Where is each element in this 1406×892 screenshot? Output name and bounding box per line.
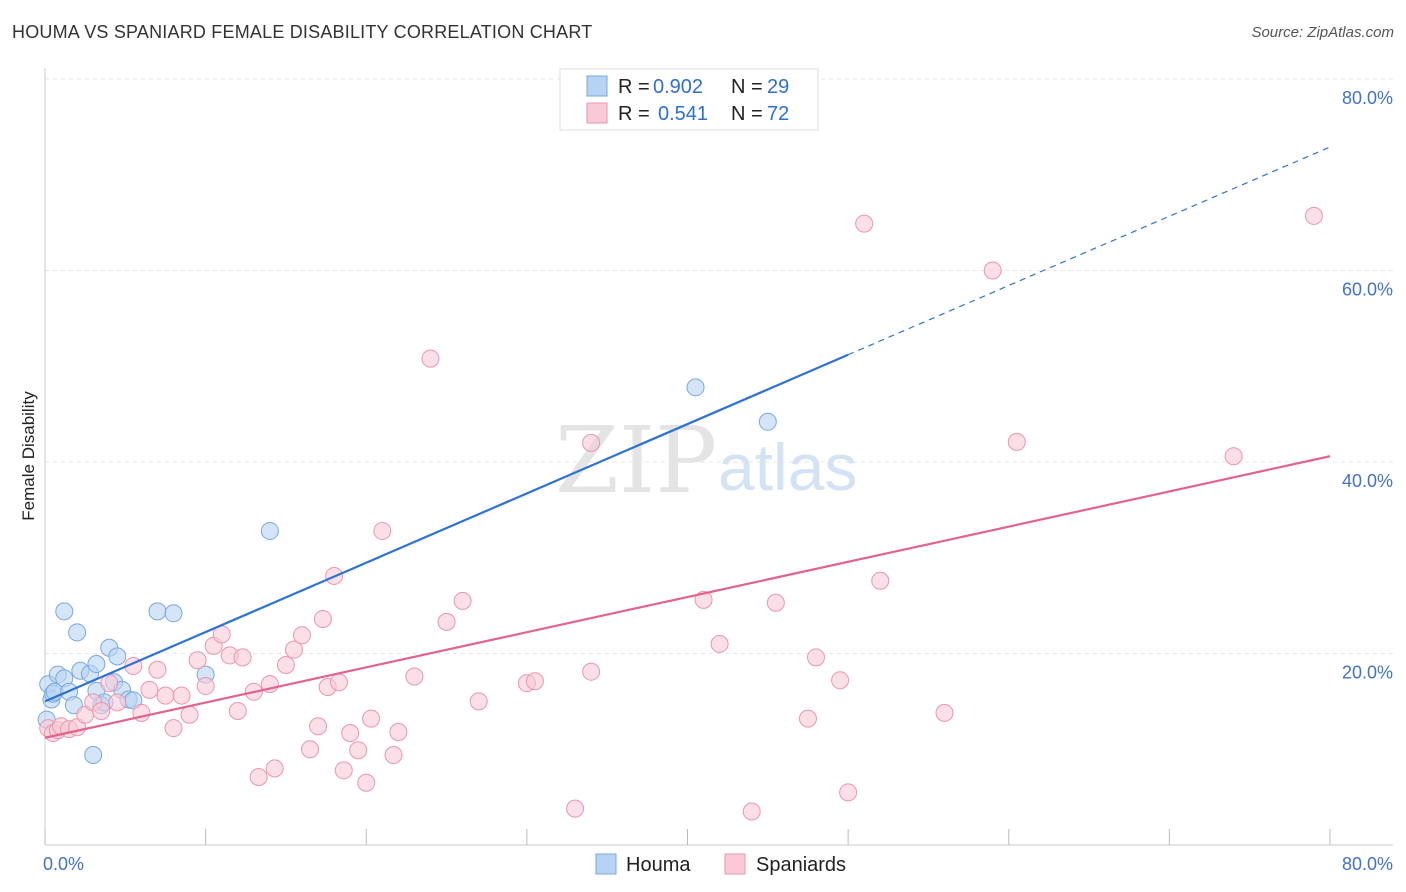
legend-bottom-swatch-spaniards — [724, 853, 746, 875]
x-tick-label-0: 0.0% — [43, 854, 84, 874]
point-spaniards-18 — [180, 705, 199, 724]
y-tick-label-40: 40.0% — [1342, 471, 1393, 491]
legend-r-value-houma: 0.902 — [653, 76, 703, 98]
point-spaniards-58 — [710, 634, 729, 653]
legend-n-label-spaniards: N = — [731, 103, 763, 125]
point-houma-19 — [108, 647, 127, 666]
point-spaniards-53 — [525, 672, 544, 691]
y-tick-label-20: 20.0% — [1342, 663, 1393, 683]
y-tick-label-60: 60.0% — [1342, 280, 1393, 300]
legend-bottom-label-spaniards: Spaniards — [756, 854, 846, 876]
point-spaniards-56 — [582, 662, 601, 681]
point-spaniards-27 — [249, 768, 268, 787]
chart-title: HOUMA VS SPANIARD FEMALE DISABILITY CORR… — [12, 22, 593, 42]
legend-r-label-houma: R = — [618, 76, 650, 98]
x-tick-label-80: 80.0% — [1342, 854, 1393, 874]
point-spaniards-54 — [566, 799, 585, 818]
point-spaniards-24 — [228, 701, 247, 720]
point-spaniards-8 — [92, 701, 111, 720]
point-spaniards-31 — [284, 640, 303, 659]
point-houma-26 — [260, 521, 279, 540]
point-spaniards-48 — [421, 349, 440, 368]
point-spaniards-70 — [1224, 447, 1243, 466]
point-houma-9 — [68, 623, 87, 642]
point-spaniards-25 — [233, 648, 252, 667]
legend-bottom-swatch-houma — [595, 853, 617, 875]
point-spaniards-47 — [405, 667, 424, 686]
point-houma-12 — [84, 745, 103, 764]
point-spaniards-62 — [807, 648, 825, 667]
point-houma-29 — [55, 602, 74, 621]
point-spaniards-57 — [694, 590, 713, 609]
trendline-houma — [44, 353, 849, 703]
point-spaniards-30 — [276, 655, 295, 674]
point-houma-27 — [686, 378, 705, 397]
point-spaniards-14 — [148, 660, 167, 679]
trendline-extension-houma — [847, 146, 1331, 356]
point-spaniards-32 — [293, 626, 311, 645]
point-spaniards-68 — [983, 261, 1002, 280]
point-spaniards-33 — [301, 740, 320, 759]
point-spaniards-29 — [265, 759, 284, 778]
point-spaniards-40 — [341, 723, 360, 742]
legend-n-label-houma: N = — [731, 76, 763, 98]
point-spaniards-64 — [839, 783, 858, 802]
point-spaniards-63 — [831, 671, 850, 690]
legend-n-value-spaniards: 72 — [767, 103, 789, 125]
point-spaniards-69 — [1007, 432, 1026, 451]
point-houma-24 — [164, 604, 183, 623]
y-axis-title: Female Disability — [19, 391, 38, 521]
axis-ticks: 20.0% 40.0% 60.0% 80.0% 0.0% 80.0% — [43, 88, 1393, 874]
point-spaniards-55 — [582, 433, 601, 452]
legend-swatch-houma — [586, 75, 608, 97]
legend-r-value-spaniards: 0.541 — [658, 103, 708, 125]
point-spaniards-51 — [469, 692, 488, 711]
point-spaniards-71 — [1304, 206, 1323, 225]
point-spaniards-45 — [389, 723, 408, 742]
point-spaniards-60 — [766, 593, 785, 612]
point-spaniards-10 — [108, 693, 127, 712]
source-label: Source: ZipAtlas.com — [1251, 24, 1394, 41]
legend-bottom: Houma Spaniards — [595, 853, 846, 876]
point-houma-23 — [148, 602, 167, 621]
trendline-spaniards — [44, 455, 1331, 739]
point-houma-14 — [87, 655, 106, 674]
point-spaniards-61 — [798, 709, 817, 728]
point-spaniards-39 — [334, 761, 353, 780]
point-spaniards-34 — [309, 717, 328, 736]
watermark-zip: ZIP — [555, 407, 717, 514]
point-spaniards-44 — [373, 521, 392, 540]
point-houma-28 — [758, 412, 777, 431]
point-spaniards-67 — [935, 703, 954, 722]
y-tick-label-80: 80.0% — [1342, 88, 1393, 108]
point-spaniards-46 — [384, 745, 403, 764]
point-spaniards-43 — [362, 709, 381, 728]
point-spaniards-65 — [855, 214, 874, 233]
point-spaniards-16 — [164, 719, 183, 738]
point-spaniards-50 — [453, 591, 472, 610]
point-spaniards-15 — [156, 686, 175, 705]
legend-n-value-houma: 29 — [767, 76, 789, 98]
trend-lines — [44, 146, 1331, 739]
legend-swatch-spaniards — [586, 102, 608, 124]
legend-bottom-label-houma: Houma — [626, 854, 691, 876]
point-spaniards-17 — [172, 686, 191, 705]
grid-lines — [45, 78, 1393, 654]
point-spaniards-35 — [313, 610, 332, 629]
watermark-atlas: atlas — [718, 430, 857, 504]
point-spaniards-20 — [196, 677, 215, 696]
point-spaniards-13 — [140, 680, 159, 699]
point-spaniards-41 — [349, 741, 368, 760]
point-spaniards-19 — [188, 651, 207, 670]
point-spaniards-59 — [742, 802, 761, 821]
legend-r-label-spaniards: R = — [618, 103, 650, 125]
point-spaniards-42 — [357, 773, 376, 792]
point-spaniards-49 — [437, 612, 456, 631]
legend-top: R = 0.902 N = 29 R = 0.541 N = 72 — [559, 68, 819, 131]
point-spaniards-38 — [329, 673, 348, 692]
point-spaniards-66 — [871, 571, 890, 590]
